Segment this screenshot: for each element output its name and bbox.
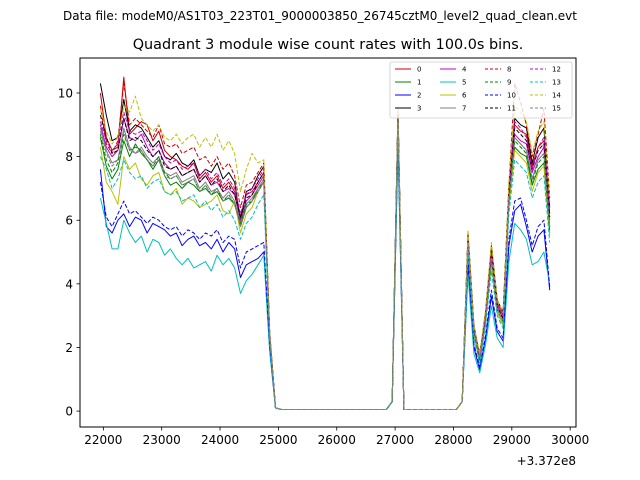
legend-label-9: 9 — [507, 79, 511, 87]
x-tick-label: 26000 — [318, 433, 356, 447]
x-offset-label: +3.372e8 — [517, 454, 576, 468]
y-tick-label: 0 — [65, 405, 73, 419]
legend-label-13: 13 — [552, 79, 561, 87]
plot-frame — [79, 57, 577, 428]
legend-label-6: 6 — [462, 92, 467, 100]
series-line-14 — [99, 95, 551, 410]
y-tick-label: 6 — [65, 214, 73, 228]
y-tick-label: 4 — [65, 277, 73, 291]
legend-label-0: 0 — [417, 66, 421, 74]
legend-label-14: 14 — [552, 92, 561, 100]
legend-label-5: 5 — [462, 79, 466, 87]
x-tick-label: 28000 — [434, 433, 472, 447]
suptitle: Data file: modeM0/AS1T03_223T01_90000038… — [63, 9, 577, 23]
legend-label-8: 8 — [507, 66, 511, 74]
y-tick-label: 8 — [65, 150, 73, 164]
series-layer — [99, 76, 551, 410]
y-axis: 0 2 4 6 8 10 — [58, 86, 80, 419]
legend-label-7: 7 — [462, 105, 466, 113]
x-tick-label: 25000 — [259, 433, 297, 447]
legend-label-2: 2 — [417, 92, 421, 100]
x-tick-label: 22000 — [84, 433, 122, 447]
x-tick-label: 29000 — [493, 433, 531, 447]
legend-frame — [389, 61, 573, 119]
x-tick-label: 27000 — [376, 433, 414, 447]
legend-label-3: 3 — [417, 105, 421, 113]
legend-label-10: 10 — [507, 92, 516, 100]
series-line-13 — [99, 121, 551, 410]
legend-label-15: 15 — [552, 105, 561, 113]
y-tick-label: 2 — [65, 341, 73, 355]
x-axis: 22000 23000 24000 25000 26000 27000 28000 29000… — [84, 427, 589, 447]
y-tick-label: 10 — [58, 86, 73, 100]
x-tick-label: 23000 — [143, 433, 181, 447]
series-line-15 — [99, 114, 551, 410]
x-tick-label: 24000 — [201, 433, 239, 447]
legend-label-4: 4 — [462, 66, 467, 74]
chart-title: Quadrant 3 module wise count rates with … — [133, 37, 524, 53]
x-tick-label: 30000 — [551, 433, 589, 447]
legend-label-1: 1 — [417, 79, 421, 87]
legend-label-12: 12 — [552, 66, 561, 74]
legend-label-11: 11 — [507, 105, 516, 113]
